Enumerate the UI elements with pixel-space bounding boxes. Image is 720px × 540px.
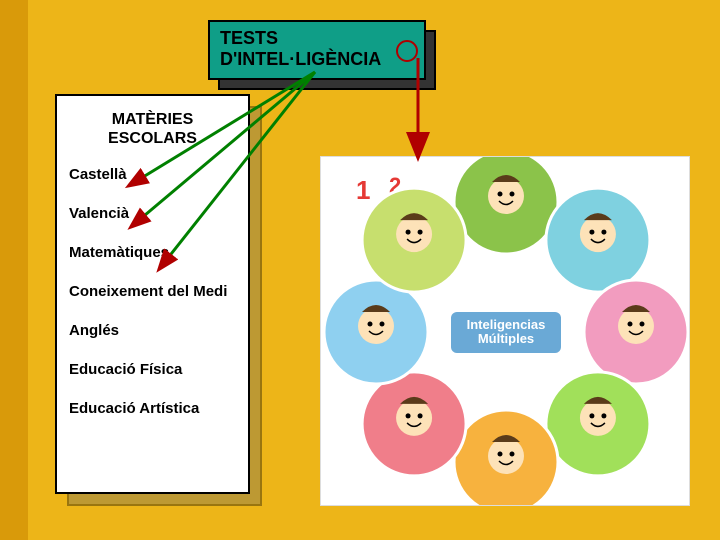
materies-item: Coneixement del Medi bbox=[69, 283, 236, 300]
materies-box: MATÈRIES ESCOLARS Castellà Valencià Matemà… bbox=[55, 94, 250, 494]
materies-item: Anglés bbox=[69, 322, 236, 339]
materies-item: Valencià bbox=[69, 205, 236, 222]
mi-label: Inteligencias Múltiples bbox=[451, 312, 561, 353]
materies-item: Educació Artística bbox=[69, 400, 236, 417]
materies-title: MATÈRIES ESCOLARS bbox=[69, 110, 236, 148]
mi-image: 12 Inteligencias Múltiples bbox=[320, 156, 690, 506]
materies-item: Castellà bbox=[69, 166, 236, 183]
left-stripe bbox=[0, 0, 28, 540]
materies-items-list: Castellà Valencià Matemàtiques Coneixement … bbox=[69, 166, 236, 417]
tests-label: TESTS D'INTEL·LIGÈNCIA bbox=[220, 28, 414, 69]
materies-item: Matemàtiques bbox=[69, 244, 236, 261]
materies-item: Educació Física bbox=[69, 361, 236, 378]
svg-text:1: 1 bbox=[356, 175, 370, 205]
red-circle-icon bbox=[396, 40, 418, 62]
slide-root: MATÈRIES ESCOLARS Castellà Valencià Matemà… bbox=[0, 0, 720, 540]
tests-box: TESTS D'INTEL·LIGÈNCIA bbox=[208, 20, 426, 80]
